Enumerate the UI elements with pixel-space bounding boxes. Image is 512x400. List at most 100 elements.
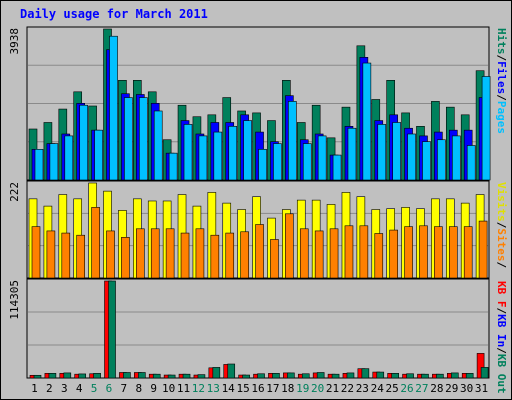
sites-bar	[225, 232, 235, 279]
sites-bar	[31, 226, 41, 279]
sites-bar	[106, 230, 115, 279]
pages-bar	[109, 35, 118, 181]
pages-bar	[198, 135, 208, 181]
sites-bar	[91, 207, 100, 279]
x-tick-label: 10	[162, 382, 175, 395]
kb-out-bar	[123, 372, 131, 379]
sites-bar	[195, 228, 205, 279]
kb-out-bar	[63, 372, 72, 379]
pages-bar	[451, 135, 461, 181]
x-tick-label: 27	[415, 382, 428, 395]
top-max-label: 3938	[8, 28, 21, 55]
middle-legend-item: Sites	[495, 228, 508, 261]
x-tick-label: 18	[281, 382, 294, 395]
top-legend: Hits/Files/Pages	[495, 28, 508, 134]
x-tick-label: 17	[266, 382, 279, 395]
kb-out-bar	[197, 374, 206, 379]
x-tick-label: 25	[386, 382, 399, 395]
bottom-legend-item: KB F	[495, 281, 508, 308]
kb-out-bar	[33, 374, 42, 379]
kb-out-bar	[108, 280, 116, 379]
pages-bar	[481, 76, 491, 181]
x-tick-label: 9	[150, 382, 157, 395]
chart-title: Daily usage for March 2011	[20, 7, 208, 21]
kb-out-bar	[421, 373, 429, 379]
x-tick-label: 1	[31, 382, 38, 395]
pages-bar	[273, 143, 282, 181]
sites-bar	[419, 225, 428, 279]
sites-bar	[270, 239, 279, 279]
x-tick-label: 21	[326, 382, 339, 395]
x-tick-label: 4	[76, 382, 83, 395]
sites-bar	[478, 220, 488, 279]
middle-legend: Visits/Sites/	[495, 182, 508, 269]
x-axis-labels: 1 2 3 4 5 6 7 8 9 10 11 12 13 14 15 16 17 18 19 20 21 22 23 24 2…	[31, 382, 488, 395]
sites-bar	[329, 228, 339, 279]
pages-bar	[153, 110, 163, 181]
kb-out-bar	[48, 373, 57, 379]
middle-panel	[26, 180, 490, 279]
kb-out-bar	[391, 373, 399, 379]
middle-max-label: 222	[8, 182, 21, 202]
x-tick-label: 26	[400, 382, 413, 395]
pages-bar	[347, 127, 357, 181]
kb-out-bar	[436, 373, 444, 379]
sites-bar	[314, 230, 324, 279]
bottom-legend-item: KB In	[495, 314, 508, 347]
pages-bar	[64, 135, 74, 181]
sites-bar	[61, 232, 71, 279]
sites-bar	[285, 213, 294, 279]
sites-bar	[299, 228, 309, 279]
kb-out-bar	[465, 373, 474, 379]
kb-out-bar	[78, 373, 87, 379]
sites-bar	[76, 234, 86, 279]
sites-bar	[448, 226, 458, 279]
kb-out-bar	[287, 372, 295, 379]
middle-legend-item: /	[495, 222, 508, 229]
pages-bar	[139, 97, 148, 181]
pages-bar	[377, 124, 387, 181]
sites-bar	[165, 228, 175, 279]
pages-bar	[466, 145, 476, 181]
x-tick-label: 30	[460, 382, 473, 395]
sites-bar	[136, 228, 145, 279]
pages-bar	[34, 149, 44, 181]
pages-bar	[407, 133, 416, 181]
kb-out-bar	[93, 373, 101, 379]
x-tick-label: 7	[121, 382, 128, 395]
top-panel	[26, 26, 491, 181]
bottom-legend-item: KB Out	[495, 354, 508, 394]
x-tick-label: 11	[177, 382, 190, 395]
kb-out-bar	[167, 374, 176, 379]
x-tick-label: 14	[222, 382, 236, 395]
x-tick-label: 29	[445, 382, 458, 395]
kb-out-bar	[152, 373, 161, 379]
sites-bar	[344, 225, 354, 279]
pages-bar	[79, 104, 89, 181]
x-tick-label: 31	[475, 382, 488, 395]
kb-out-bar	[316, 372, 325, 379]
sites-bar	[374, 233, 384, 279]
pages-bar	[168, 152, 178, 181]
x-tick-label: 23	[356, 382, 369, 395]
kb-out-bar	[182, 373, 191, 379]
sites-bar	[434, 226, 443, 279]
kb-f-bar	[476, 353, 485, 379]
sites-bar	[150, 228, 160, 279]
pages-bar	[317, 135, 327, 181]
sites-bar	[180, 232, 190, 279]
x-tick-label: 15	[236, 382, 249, 395]
kb-out-bar	[480, 367, 489, 379]
x-tick-label: 24	[371, 382, 385, 395]
sites-bar	[359, 225, 369, 279]
x-tick-label: 20	[311, 382, 324, 395]
top-legend-item: /	[495, 94, 508, 101]
sites-bar	[463, 226, 473, 279]
pages-bar	[302, 143, 312, 181]
bottom-legend-item: /	[495, 347, 508, 354]
pages-bar	[243, 120, 252, 181]
pages-bar	[332, 154, 342, 181]
pages-bar	[94, 129, 103, 181]
